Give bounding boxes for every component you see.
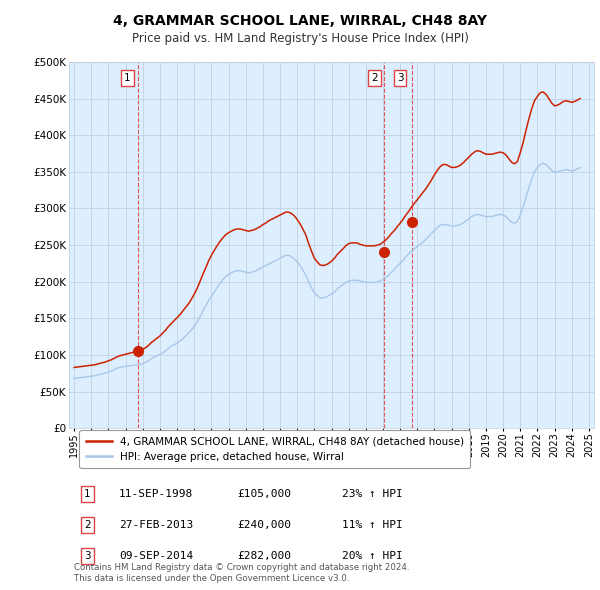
Text: £105,000: £105,000 bbox=[237, 489, 291, 499]
Legend: 4, GRAMMAR SCHOOL LANE, WIRRAL, CH48 8AY (detached house), HPI: Average price, d: 4, GRAMMAR SCHOOL LANE, WIRRAL, CH48 8AY… bbox=[79, 430, 470, 468]
Text: 3: 3 bbox=[84, 551, 91, 561]
Text: 3: 3 bbox=[397, 73, 403, 83]
Text: 2: 2 bbox=[84, 520, 91, 530]
Text: Price paid vs. HM Land Registry's House Price Index (HPI): Price paid vs. HM Land Registry's House … bbox=[131, 32, 469, 45]
Text: 27-FEB-2013: 27-FEB-2013 bbox=[119, 520, 193, 530]
Text: 11-SEP-1998: 11-SEP-1998 bbox=[119, 489, 193, 499]
Text: £240,000: £240,000 bbox=[237, 520, 291, 530]
Text: Contains HM Land Registry data © Crown copyright and database right 2024.
This d: Contains HM Land Registry data © Crown c… bbox=[74, 563, 410, 582]
Text: 20% ↑ HPI: 20% ↑ HPI bbox=[342, 551, 403, 561]
Text: 09-SEP-2014: 09-SEP-2014 bbox=[119, 551, 193, 561]
Text: 1: 1 bbox=[84, 489, 91, 499]
Text: 11% ↑ HPI: 11% ↑ HPI bbox=[342, 520, 403, 530]
Text: 2: 2 bbox=[371, 73, 378, 83]
Text: £282,000: £282,000 bbox=[237, 551, 291, 561]
Text: 4, GRAMMAR SCHOOL LANE, WIRRAL, CH48 8AY: 4, GRAMMAR SCHOOL LANE, WIRRAL, CH48 8AY bbox=[113, 14, 487, 28]
Text: 23% ↑ HPI: 23% ↑ HPI bbox=[342, 489, 403, 499]
Text: 1: 1 bbox=[124, 73, 131, 83]
